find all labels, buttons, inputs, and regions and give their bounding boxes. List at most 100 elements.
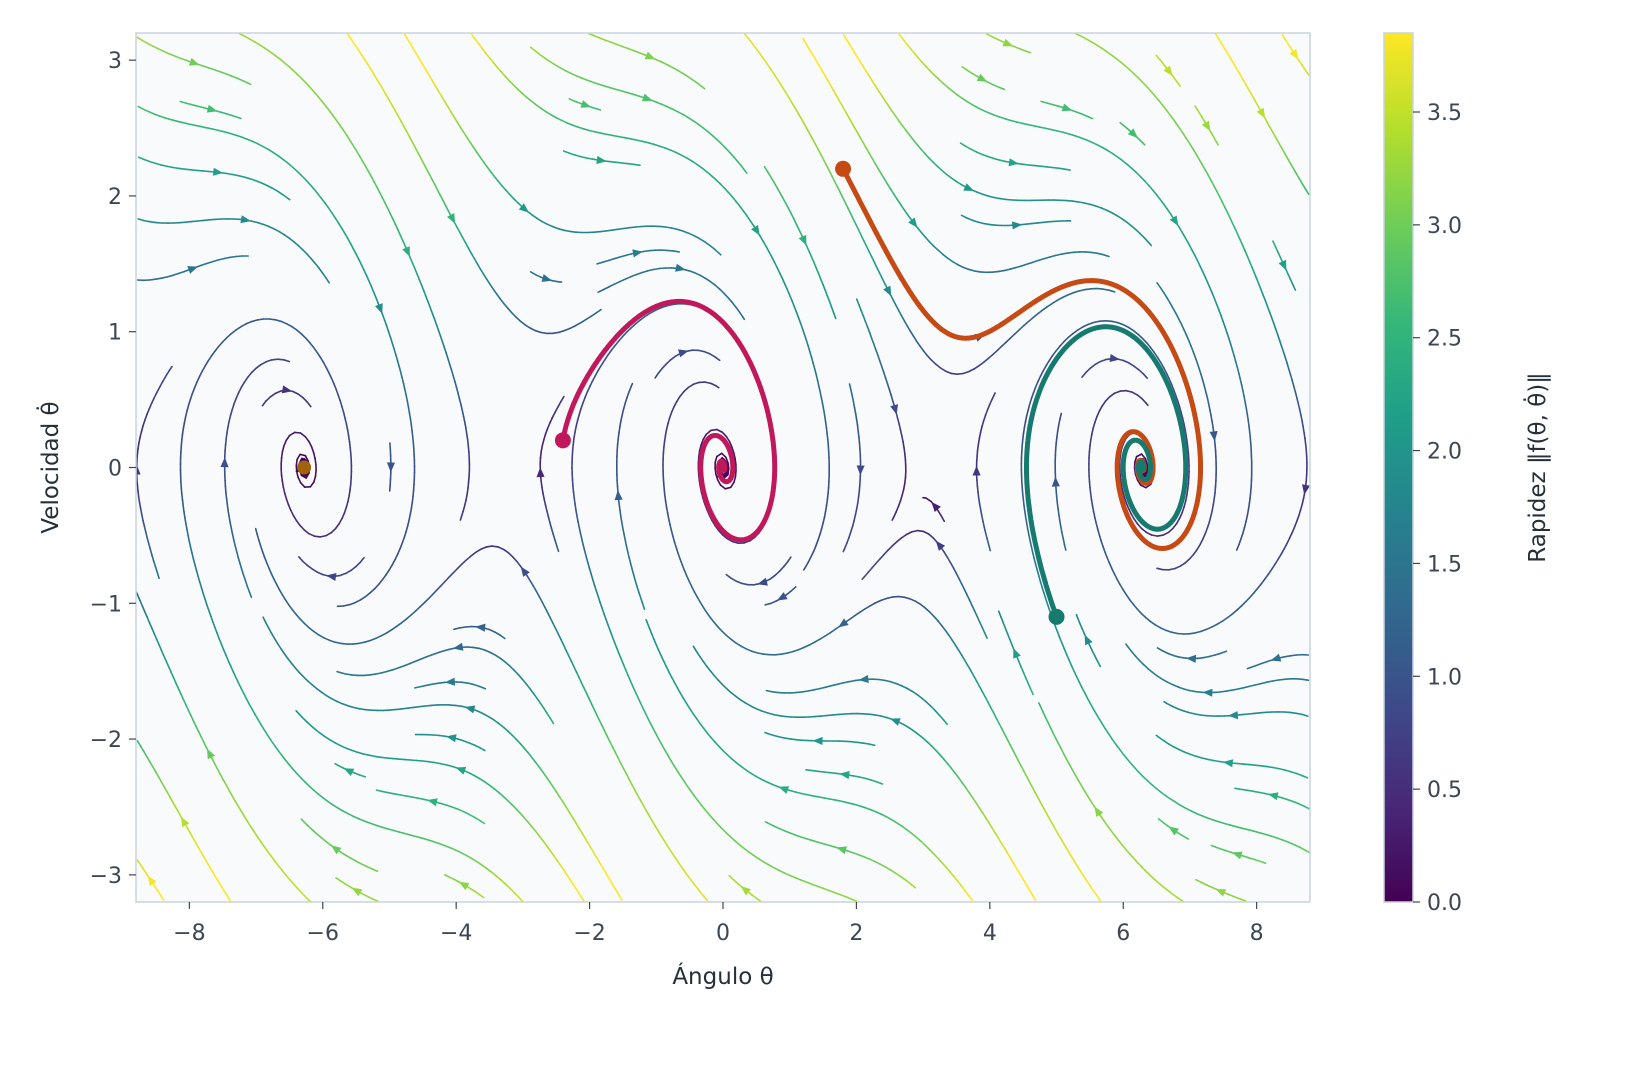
streamline [855, 298, 907, 521]
streamline [1075, 613, 1102, 668]
streamline-arrow [1094, 806, 1104, 817]
streamline [413, 677, 487, 690]
streamline-arrow [1186, 654, 1197, 663]
streamline [960, 214, 1072, 230]
y-tick-label: −2 [90, 728, 122, 753]
x-tick-label: −2 [573, 921, 605, 946]
streamline [386, 442, 395, 492]
x-tick-label: 8 [1250, 921, 1264, 946]
streamline-arrow [1278, 259, 1287, 271]
colorbar: 0.0 0.5 1.0 1.5 2.0 2.5 3.0 3.5 Rapidez ‖f(θ, θ… [1383, 32, 1551, 916]
x-tick-label: −4 [440, 921, 472, 946]
streamline-arrow [1209, 431, 1218, 442]
x-tick-label: −6 [307, 921, 339, 946]
x-axis: −8 −6 −4 −2 0 2 4 6 8 [173, 902, 1264, 946]
streamline-arrow [326, 573, 337, 581]
streamline-arrow [464, 705, 476, 714]
streamline-arrow [351, 887, 363, 897]
streamline [997, 610, 1034, 696]
streamline [136, 365, 173, 580]
trajectories-layer [297, 160, 1203, 625]
streamline [1119, 121, 1146, 146]
streamline [238, 33, 471, 521]
colorbar-tick-label: 3.0 [1427, 214, 1462, 239]
streamline [1234, 787, 1310, 810]
streamline [375, 789, 486, 825]
trajectory-start-marker [835, 160, 852, 177]
x-axis-label: Ángulo θ [672, 962, 773, 990]
streamline-arrow [596, 155, 607, 164]
trajectory-line [560, 298, 778, 543]
streamline-arrow [1201, 120, 1211, 132]
streamline [842, 33, 1153, 247]
streamline [336, 642, 555, 725]
streamline [261, 385, 312, 408]
streamline-arrow [1127, 128, 1138, 139]
streamline-arrow [675, 263, 686, 272]
streamline-arrow [641, 93, 653, 102]
streamline [1125, 643, 1310, 697]
streamline-arrow [455, 767, 467, 775]
streamline-arrow [908, 217, 918, 228]
streamline [961, 66, 1006, 91]
streamline [220, 358, 291, 599]
streamline [136, 36, 252, 86]
streamline-arrow [976, 73, 988, 82]
streamline [1214, 33, 1310, 196]
streamline [1051, 412, 1067, 551]
streamline [1195, 878, 1247, 902]
streamline [725, 556, 792, 586]
streamline [403, 33, 722, 256]
colorbar-gradient [1384, 33, 1413, 902]
streamline-arrow [331, 845, 342, 855]
trajectory-start-marker [554, 432, 571, 449]
streamline-arrow [220, 457, 229, 468]
streamline-arrow [1168, 826, 1179, 836]
streamline [137, 215, 331, 284]
streamline-arrow [1268, 792, 1279, 801]
streamline-arrow [1169, 215, 1179, 226]
streamline [587, 33, 706, 90]
streamline-arrow [446, 734, 457, 743]
streamline-arrow [777, 592, 788, 601]
colorbar-ticks: 0.0 0.5 1.0 1.5 2.0 2.5 3.0 3.5 [1413, 101, 1462, 916]
streamline-arrow [447, 213, 456, 224]
streamline [568, 98, 602, 111]
streamline-arrow [1012, 221, 1023, 230]
streamline [346, 33, 602, 335]
streamline [645, 618, 974, 902]
streamline [614, 382, 646, 611]
streamline [1156, 647, 1228, 663]
streamline [922, 496, 946, 523]
streamline-arrow [1008, 158, 1019, 167]
streamline-arrow [536, 467, 545, 478]
streamline [414, 733, 486, 752]
streamline [1155, 54, 1181, 87]
streamline-arrow [1202, 688, 1213, 697]
streamline [1272, 240, 1297, 291]
streamline [802, 37, 1110, 274]
streamline-arrow [212, 167, 224, 176]
streamline-arrow [1163, 65, 1173, 76]
x-tick-label: −8 [173, 921, 205, 946]
streamline [764, 585, 797, 606]
streamline [334, 762, 367, 778]
streamline-arrow [1215, 889, 1227, 897]
streamline [596, 249, 681, 265]
trajectory-line [1024, 324, 1189, 620]
streamline-arrow [838, 618, 849, 628]
streamline-arrow [444, 677, 456, 686]
streamline [1210, 844, 1267, 865]
streamline [536, 395, 565, 553]
y-tick-label: 0 [108, 457, 122, 482]
x-tick-label: 0 [716, 921, 730, 946]
streamline-arrow [453, 642, 464, 651]
streamline [529, 46, 748, 174]
streamline [1156, 281, 1218, 571]
streamline-arrow [614, 490, 623, 501]
streamline-arrow [644, 51, 656, 60]
x-tick-label: 6 [1116, 921, 1130, 946]
streamline [898, 33, 1253, 551]
streamline [1157, 818, 1190, 840]
